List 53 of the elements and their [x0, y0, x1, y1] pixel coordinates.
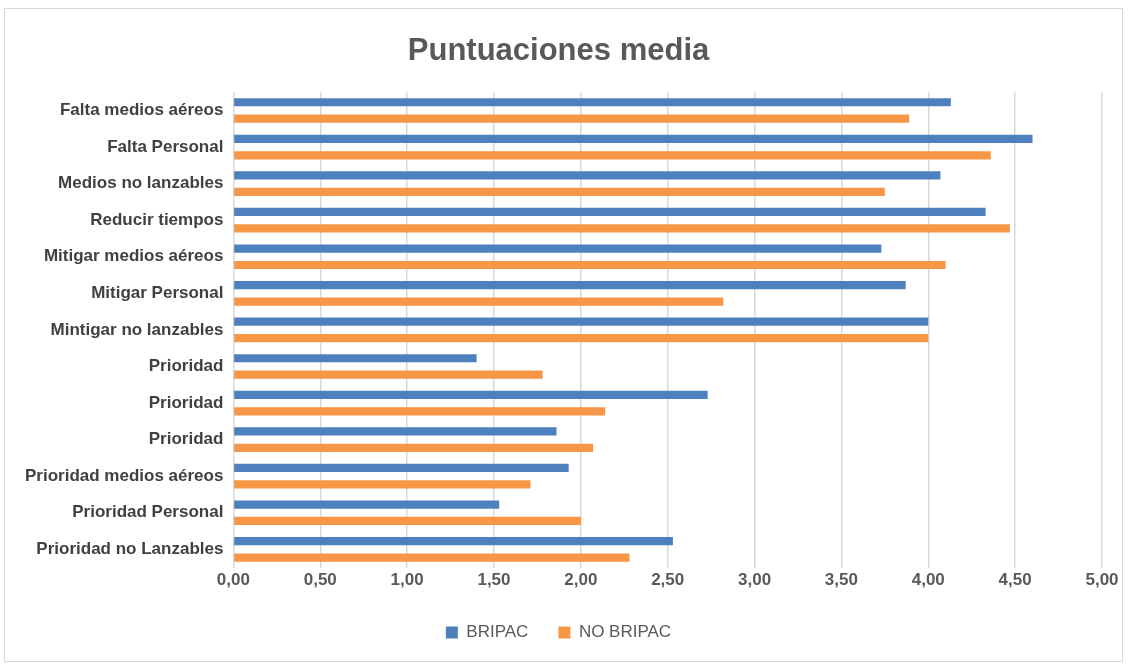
y-tick-label: Reducir tiempos: [90, 209, 224, 229]
bar: [234, 354, 477, 363]
bar: [234, 244, 882, 253]
bar: [234, 370, 543, 379]
x-tick-label: 3,00: [738, 570, 772, 590]
legend-label: NO BRIPAC: [578, 622, 672, 642]
y-tick-label: Prioridad no Lanzables: [36, 539, 224, 558]
y-tick-label: Prioridad: [148, 429, 224, 449]
legend-label: BRIPAC: [466, 622, 529, 642]
chart-title: Puntuaciones media: [407, 32, 710, 68]
y-tick-label: Falta medios aéreos: [59, 100, 224, 120]
bar: [234, 280, 906, 290]
y-tick-label: Mitigar medios aéreos: [43, 246, 224, 266]
bar: [234, 463, 569, 473]
x-tick-label: 1,00: [390, 570, 424, 590]
x-tick-label: 5,00: [1085, 570, 1119, 590]
bar: [234, 480, 531, 489]
x-tick-label: 4,00: [911, 570, 945, 590]
bar: [234, 500, 500, 509]
bar: [234, 443, 593, 452]
bar: [234, 334, 929, 343]
x-tick-label: 0,00: [216, 570, 250, 590]
bar: [234, 536, 673, 546]
bar: [234, 171, 941, 180]
y-tick-label: Falta Personal: [107, 136, 224, 156]
bar: [234, 224, 1010, 233]
bar: [234, 207, 986, 217]
x-tick-label: 3,50: [824, 570, 858, 590]
y-tick-label: Mitigar Personal: [91, 283, 224, 303]
x-tick-label: 4,50: [998, 570, 1032, 590]
bar: [234, 187, 885, 196]
y-tick-label: Prioridad: [148, 356, 224, 376]
y-tick-label: Prioridad medios aéreos: [25, 465, 224, 485]
y-tick-label: Mintigar no lanzables: [50, 319, 224, 339]
x-tick-label: 2,00: [564, 570, 598, 590]
bar: [234, 134, 1033, 143]
bar: [234, 390, 708, 399]
y-tick-label: Prioridad: [148, 392, 224, 412]
bar: [234, 260, 946, 270]
x-tick-label: 1,50: [477, 570, 511, 590]
bar: [234, 516, 581, 526]
bar: [234, 427, 557, 436]
bar: [234, 114, 910, 123]
y-tick-label: Prioridad Personal: [72, 502, 224, 522]
bar: [234, 407, 606, 416]
bar: [234, 151, 991, 160]
bar: [234, 98, 951, 107]
bar: [234, 297, 724, 306]
x-tick-label: 2,50: [651, 570, 685, 590]
bar: [234, 317, 929, 326]
y-tick-label: Medios no lanzables: [58, 173, 224, 193]
x-tick-label: 0,50: [303, 570, 337, 590]
bar: [234, 553, 630, 562]
